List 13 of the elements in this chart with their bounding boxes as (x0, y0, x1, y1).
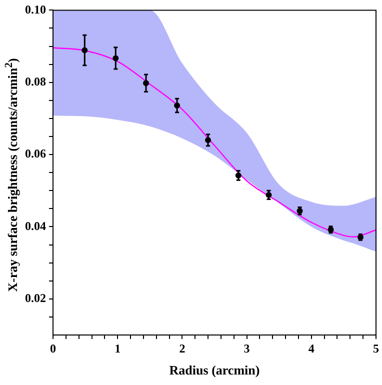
x-axis-title: Radius (arcmin) (169, 362, 260, 378)
x-tick-label: 5 (373, 341, 379, 356)
y-tick-label: 0.04 (25, 218, 46, 233)
x-tick-label: 0 (50, 341, 56, 356)
y-tick-label: 0.06 (25, 146, 46, 161)
x-tick-label: 3 (244, 341, 250, 356)
x-tick-label: 2 (179, 341, 186, 356)
x-tick-label: 4 (308, 341, 314, 356)
y-tick-label: 0.02 (25, 291, 46, 306)
y-tick-label: 0.10 (25, 2, 46, 16)
y-tick-label: 0.08 (25, 74, 46, 88)
line-series (53, 47, 376, 238)
x-tick-label: 1 (114, 341, 121, 356)
